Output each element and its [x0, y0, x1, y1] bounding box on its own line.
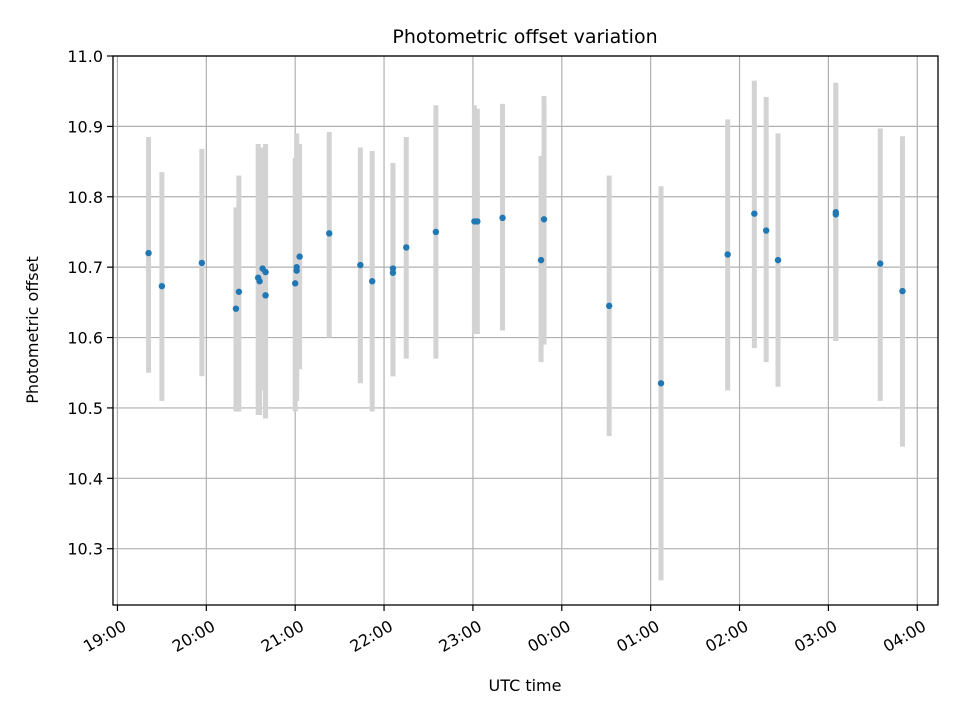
data-point [291, 280, 299, 287]
data-point [403, 244, 410, 251]
data-point [724, 251, 731, 258]
y-tick-label: 10.6 [67, 329, 103, 348]
data-point [235, 288, 243, 295]
data-point [762, 227, 770, 234]
data-point [774, 256, 782, 264]
y-tick-label: 11.0 [67, 47, 103, 66]
data-point [877, 260, 884, 267]
y-tick-label: 10.9 [67, 117, 103, 136]
data-point [899, 287, 906, 295]
data-point [256, 278, 263, 285]
data-point [537, 256, 545, 264]
data-point [389, 265, 397, 272]
y-axis-ticks: 10.3 10.4 10.5 10.6 10.7 10.8 10.9 11.0 [67, 47, 113, 559]
data-point [158, 282, 166, 290]
x-axis-label: UTC time [489, 676, 562, 695]
data-point [198, 259, 206, 267]
data-point [357, 261, 364, 269]
data-point [832, 211, 840, 218]
data-point [474, 218, 481, 225]
data-point [605, 302, 613, 310]
y-tick-label: 10.7 [67, 258, 103, 277]
data-point [432, 228, 440, 236]
data-point [540, 216, 548, 223]
data-point [145, 249, 152, 257]
y-tick-label: 10.3 [67, 540, 103, 559]
y-tick-label: 10.5 [67, 399, 103, 418]
data-point [232, 305, 240, 312]
data-point [369, 278, 376, 285]
data-point [293, 263, 300, 271]
y-axis-label: Photometric offset [23, 256, 42, 404]
data-point [499, 214, 506, 222]
data-points [145, 209, 906, 387]
data-point [262, 292, 269, 299]
y-tick-label: 10.4 [67, 469, 103, 488]
chart-title: Photometric offset variation [392, 26, 657, 48]
data-point [262, 268, 269, 276]
data-point [326, 230, 333, 237]
data-point [296, 253, 303, 260]
data-point [657, 380, 665, 387]
data-point [751, 210, 758, 217]
y-tick-label: 10.8 [67, 188, 103, 207]
plot-frame [112, 55, 939, 606]
